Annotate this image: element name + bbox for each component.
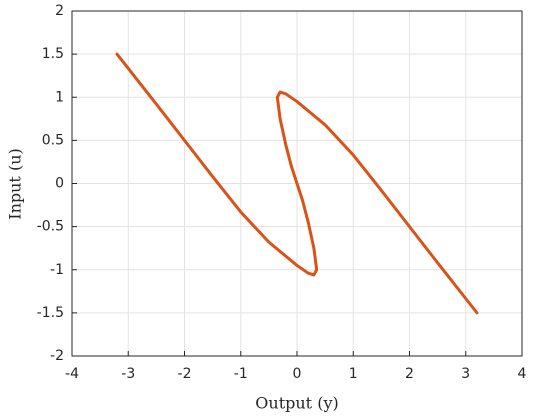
x-tick-label: 4 — [518, 366, 527, 382]
y-tick-label: -1 — [50, 262, 64, 278]
y-tick-label: 1 — [55, 89, 64, 105]
y-tick-label: -0.5 — [37, 219, 64, 235]
x-tick-label: -3 — [121, 366, 135, 382]
x-tick-label: 2 — [405, 366, 414, 382]
y-tick-label: 1.5 — [42, 46, 64, 62]
y-tick-label: 0.5 — [42, 132, 64, 148]
x-tick-label: 1 — [349, 366, 358, 382]
y-tick-label: 0 — [55, 176, 64, 192]
x-axis-label: Output (y) — [255, 394, 338, 413]
x-tick-label: -4 — [65, 366, 79, 382]
data-line — [115, 52, 479, 315]
x-tick-label: 0 — [293, 366, 302, 382]
x-tick-label: -2 — [178, 366, 192, 382]
y-tick-label: -2 — [50, 348, 64, 364]
y-tick-label: -1.5 — [37, 305, 64, 321]
y-tick-label: 2 — [55, 3, 64, 19]
plot-frame — [71, 10, 523, 357]
y-axis-label: Input (u) — [6, 148, 25, 219]
x-tick-label: -1 — [234, 366, 248, 382]
x-tick-label: 3 — [461, 366, 470, 382]
